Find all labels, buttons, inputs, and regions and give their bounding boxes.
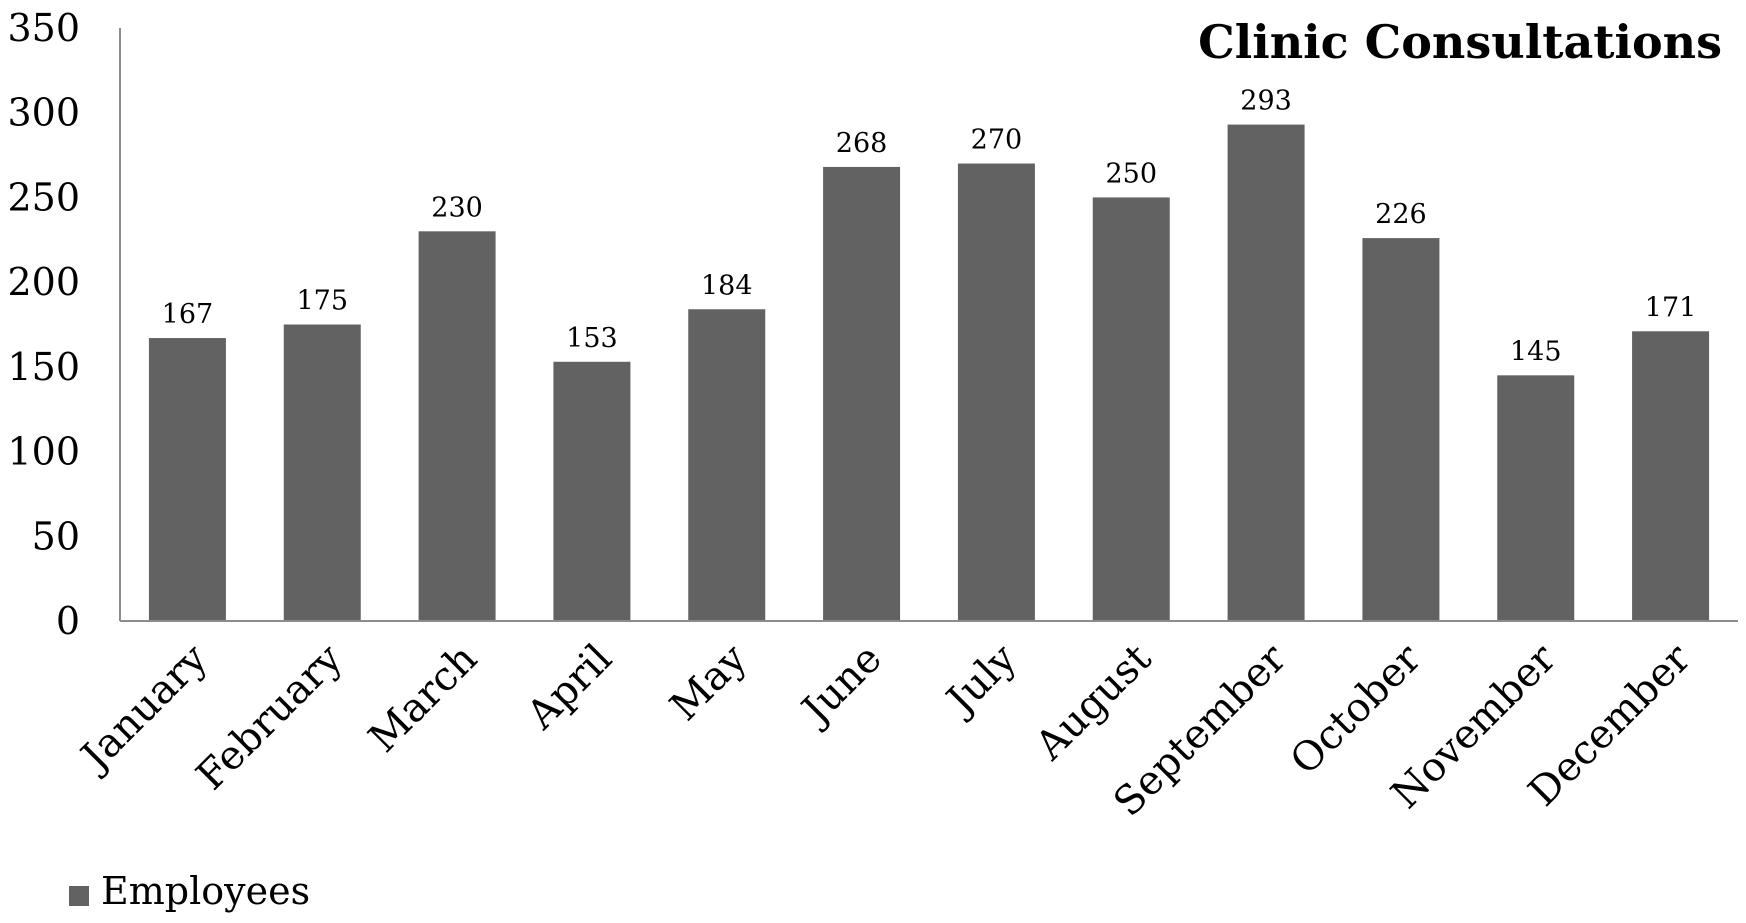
x-tick-label-july: July [936, 635, 1026, 725]
data-label-december: 171 [1645, 292, 1697, 323]
y-tick-label: 100 [7, 430, 80, 474]
data-label-april: 153 [566, 323, 618, 354]
data-label-march: 230 [431, 192, 483, 223]
data-label-may: 184 [701, 270, 753, 301]
data-label-september: 293 [1240, 86, 1292, 117]
bar-november [1497, 375, 1575, 621]
legend: Employees [69, 869, 310, 913]
data-label-august: 250 [1105, 158, 1157, 189]
data-label-july: 270 [971, 125, 1023, 156]
legend-swatch [69, 886, 89, 906]
bar-april [553, 361, 631, 621]
x-tick-label-april: April [518, 636, 621, 739]
bar-october [1362, 238, 1440, 621]
bar-february [283, 324, 361, 621]
y-tick-label: 200 [7, 260, 80, 304]
bar-august [1092, 197, 1170, 621]
x-tick-label-march: March [360, 636, 486, 762]
x-tick-label-june: June [791, 636, 891, 736]
bar-december [1632, 331, 1710, 621]
y-tick-label: 350 [7, 6, 80, 50]
bar-january [148, 338, 226, 621]
data-labels-group: 167 175 230 153 184 268 270 250 293 226 145 171 [162, 86, 1697, 368]
y-tick-label: 150 [7, 345, 80, 389]
y-tick-label: 300 [7, 91, 80, 135]
y-tick-label: 250 [7, 175, 80, 219]
bar-september [1227, 124, 1305, 622]
bar-march [418, 231, 496, 622]
x-tick-label-february: February [188, 635, 352, 799]
data-label-june: 268 [836, 128, 888, 159]
x-tick-label-may: May [661, 635, 756, 730]
data-label-october: 226 [1375, 199, 1427, 230]
chart-title: Clinic Consultations [1198, 15, 1722, 69]
bar-july [957, 163, 1035, 622]
x-tick-label-august: August [1026, 636, 1160, 770]
y-tick-label: 50 [32, 514, 80, 558]
data-label-november: 145 [1510, 336, 1562, 367]
data-label-february: 175 [296, 286, 348, 317]
bars-group [148, 124, 1710, 622]
bar-may [688, 309, 766, 621]
bar-june [823, 166, 901, 621]
data-label-january: 167 [162, 299, 214, 330]
y-axis: 0 50 100 150 200 250 300 350 [7, 6, 121, 643]
legend-label: Employees [101, 869, 310, 913]
y-tick-label: 0 [56, 599, 80, 643]
